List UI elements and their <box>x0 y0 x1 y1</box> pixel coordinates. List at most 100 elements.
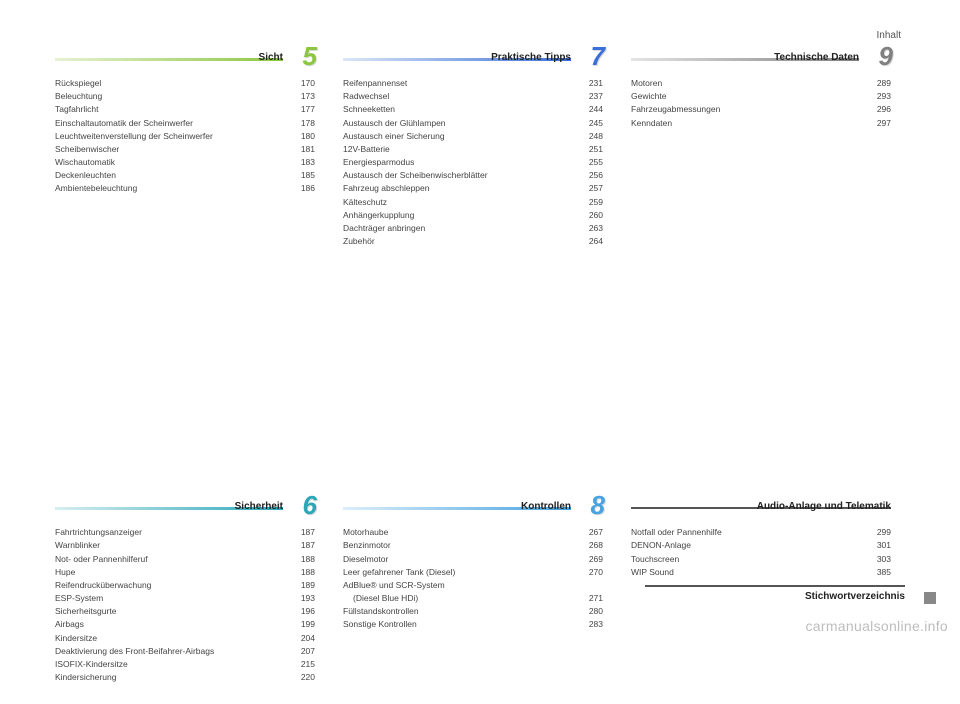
toc-row: Fahrtrichtungsanzeiger187 <box>55 526 315 539</box>
toc-page: 257 <box>577 182 603 195</box>
toc-page: 187 <box>289 526 315 539</box>
toc-label: Sicherheitsgurte <box>55 605 289 618</box>
toc-row: Hupe188 <box>55 566 315 579</box>
toc-page: 263 <box>577 222 603 235</box>
toc-label: Fahrzeug abschleppen <box>343 182 577 195</box>
toc-row: Reifendrucküberwachung189 <box>55 579 315 592</box>
toc-row: Reifenpannenset231 <box>343 77 603 90</box>
toc-row: Leer gefahrener Tank (Diesel)270 <box>343 566 603 579</box>
toc-page: 299 <box>865 526 891 539</box>
toc-row: Warnblinker187 <box>55 539 315 552</box>
toc-row: Tagfahrlicht177 <box>55 103 315 116</box>
toc-page: 255 <box>577 156 603 169</box>
toc-label: Zubehör <box>343 235 577 248</box>
toc-page: 188 <box>289 566 315 579</box>
toc-page: 215 <box>289 658 315 671</box>
toc-label: Notfall oder Pannenhilfe <box>631 526 865 539</box>
toc-row: Energiesparmodus255 <box>343 156 603 169</box>
toc-label: Einschaltautomatik der Scheinwerfer <box>55 117 289 130</box>
toc-row: Einschaltautomatik der Scheinwerfer178 <box>55 117 315 130</box>
section-9-title: Technische Daten <box>774 52 859 63</box>
toc-label: Deckenleuchten <box>55 169 289 182</box>
toc-page: 188 <box>289 553 315 566</box>
toc-row: Austausch einer Sicherung248 <box>343 130 603 143</box>
toc-row: Leuchtweitenverstellung der Scheinwerfer… <box>55 130 315 143</box>
toc-label: Leer gefahrener Tank (Diesel) <box>343 566 577 579</box>
toc-row: Sonstige Kontrollen283 <box>343 618 603 631</box>
footer-block: Stichwortverzeichnis <box>645 585 905 602</box>
toc-label: ESP-System <box>55 592 289 605</box>
toc-row: Fahrzeug abschleppen257 <box>343 182 603 195</box>
toc-page: 293 <box>865 90 891 103</box>
toc-row: Kindersitze204 <box>55 632 315 645</box>
section-7: Praktische Tipps 7 Reifenpannenset231Rad… <box>343 49 603 248</box>
toc-page: 251 <box>577 143 603 156</box>
toc-page: 196 <box>289 605 315 618</box>
toc-page: 207 <box>289 645 315 658</box>
toc-page: 193 <box>289 592 315 605</box>
toc-page: 204 <box>289 632 315 645</box>
toc-row: Touchscreen303 <box>631 553 891 566</box>
toc-page: 220 <box>289 671 315 684</box>
toc-row: Radwechsel237 <box>343 90 603 103</box>
toc-page: 280 <box>577 605 603 618</box>
toc-label: Wischautomatik <box>55 156 289 169</box>
section-9-items: Motoren289Gewichte293Fahrzeugabmessungen… <box>631 77 891 130</box>
toc-label: Reifenpannenset <box>343 77 577 90</box>
toc-label: Beleuchtung <box>55 90 289 103</box>
toc-row: Kälteschutz259 <box>343 196 603 209</box>
section-7-items: Reifenpannenset231Radwechsel237Schneeket… <box>343 77 603 248</box>
toc-label: Ambientebeleuchtung <box>55 182 289 195</box>
toc-page: 180 <box>289 130 315 143</box>
toc-label: ISOFIX-Kindersitze <box>55 658 289 671</box>
section-9-number: 9 <box>879 43 893 69</box>
toc-label: Dachträger anbringen <box>343 222 577 235</box>
toc-row: ISOFIX-Kindersitze215 <box>55 658 315 671</box>
toc-row: Airbags199 <box>55 618 315 631</box>
toc-label: Reifendrucküberwachung <box>55 579 289 592</box>
toc-page: 185 <box>289 169 315 182</box>
toc-row: Scheibenwischer181 <box>55 143 315 156</box>
toc-row: Wischautomatik183 <box>55 156 315 169</box>
toc-page: 189 <box>289 579 315 592</box>
toc-label: Touchscreen <box>631 553 865 566</box>
toc-page: 259 <box>577 196 603 209</box>
section-7-number: 7 <box>591 43 605 69</box>
toc-page: 199 <box>289 618 315 631</box>
toc-row: 12V-Batterie251 <box>343 143 603 156</box>
section-audio-title: Audio-Anlage und Telematik <box>757 501 891 512</box>
toc-label: Rückspiegel <box>55 77 289 90</box>
toc-page: 289 <box>865 77 891 90</box>
toc-page <box>577 579 603 592</box>
toc-row: Motorhaube267 <box>343 526 603 539</box>
toc-label: Anhängerkupplung <box>343 209 577 222</box>
toc-row: Rückspiegel170 <box>55 77 315 90</box>
toc-page: 270 <box>577 566 603 579</box>
section-5-rule <box>55 58 283 61</box>
toc-page: 244 <box>577 103 603 116</box>
toc-page: 260 <box>577 209 603 222</box>
toc-page: 385 <box>865 566 891 579</box>
toc-row: Kenndaten297 <box>631 117 891 130</box>
toc-row: Füllstandskontrollen280 <box>343 605 603 618</box>
toc-label: Not- oder Pannenhilferuf <box>55 553 289 566</box>
section-8-number: 8 <box>591 492 605 518</box>
toc-label: Motorhaube <box>343 526 577 539</box>
toc-row: Deaktivierung des Front-Beifahrer-Airbag… <box>55 645 315 658</box>
section-5-title: Sicht <box>259 52 283 63</box>
toc-row: Gewichte293 <box>631 90 891 103</box>
toc-page: 248 <box>577 130 603 143</box>
toc-label: Kälteschutz <box>343 196 577 209</box>
toc-page: 303 <box>865 553 891 566</box>
toc-label: Scheibenwischer <box>55 143 289 156</box>
toc-label: Sonstige Kontrollen <box>343 618 577 631</box>
toc-row: DENON-Anlage301 <box>631 539 891 552</box>
toc-label: Austausch der Scheibenwischerblätter <box>343 169 577 182</box>
toc-row: Fahrzeugabmessungen296 <box>631 103 891 116</box>
toc-row: AdBlue® und SCR-System <box>343 579 603 592</box>
toc-label: Füllstandskontrollen <box>343 605 577 618</box>
toc-label: Schneeketten <box>343 103 577 116</box>
toc-page: 268 <box>577 539 603 552</box>
toc-label: Radwechsel <box>343 90 577 103</box>
toc-row: Sicherheitsgurte196 <box>55 605 315 618</box>
